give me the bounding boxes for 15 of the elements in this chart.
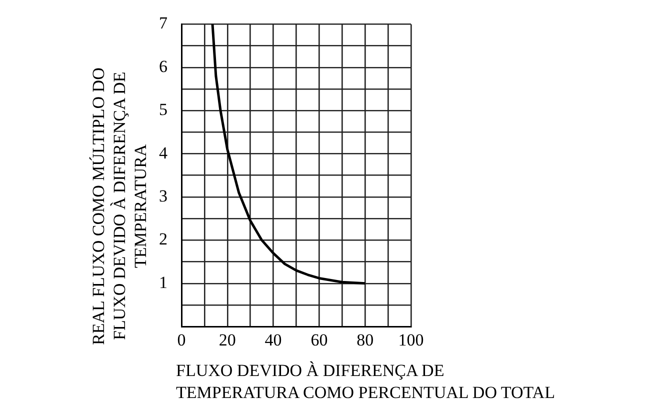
x-tick-label: 20	[218, 330, 236, 350]
y-tick-label: 3	[159, 186, 168, 206]
y-tick-label: 5	[159, 100, 168, 120]
x-tick-label: 40	[264, 330, 282, 350]
x-tick-label: 0	[177, 330, 186, 350]
y-axis-title: REAL FLUXO COMO MÚLTIPLO DO FLUXO DEVIDO À DIFERENÇA DE TEMPERATURA	[88, 66, 151, 347]
y-tick-label: 1	[159, 272, 168, 292]
x-tick-label: 60	[310, 330, 328, 350]
y-tick-label: 2	[159, 230, 168, 249]
y-tick-label: 7	[159, 14, 168, 33]
x-tick-label: 100	[398, 330, 424, 350]
y-tick-label: 6	[159, 56, 168, 76]
x-tick-label: 80	[356, 330, 374, 350]
x-axis-title: FLUXO DEVIDO À DIFERENÇA DE TEMPERATURA COMO PERCENTUAL DO TOTAL	[176, 360, 555, 404]
y-tick-label: 4	[159, 143, 168, 162]
